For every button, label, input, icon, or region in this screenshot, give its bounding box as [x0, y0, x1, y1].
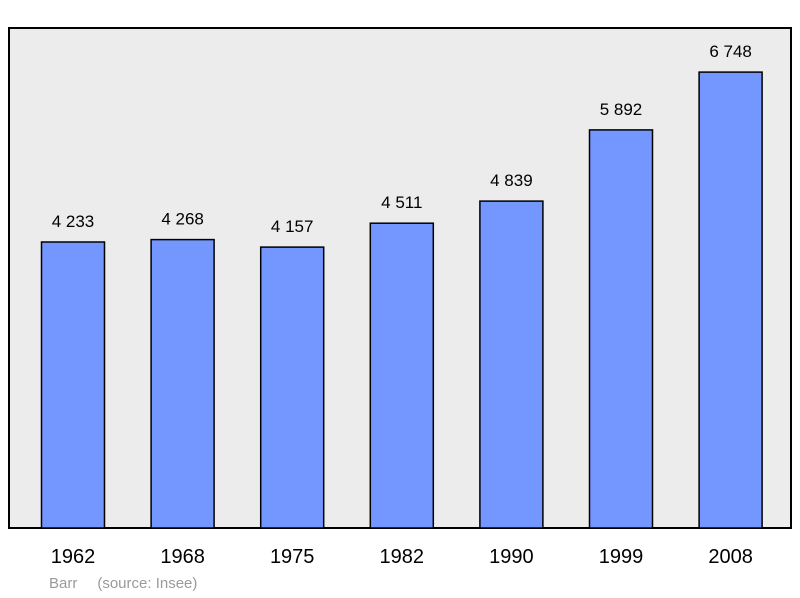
bar-1962: [40, 241, 106, 529]
x-tick-labels-group: 1962 1968 1975 1982 1990 1999 2008: [51, 546, 753, 568]
value-label-1990: 4 839: [490, 171, 533, 190]
bar-2008: [698, 71, 763, 529]
bar-1982: [369, 222, 435, 529]
value-label-1962: 4 233: [52, 212, 95, 231]
x-tick-label-1982: 1982: [380, 546, 425, 568]
chart-caption: Barr (source: Insee): [49, 575, 197, 592]
bars-group: [40, 71, 763, 529]
bar-1999: [588, 129, 654, 529]
bar-1975: [259, 246, 325, 529]
value-label-1999: 5 892: [600, 100, 643, 119]
caption-place: Barr: [49, 575, 78, 592]
x-tick-label-1962: 1962: [51, 546, 96, 568]
x-tick-label-1990: 1990: [489, 546, 534, 568]
bar-1990: [479, 200, 544, 529]
value-label-2008: 6 748: [709, 42, 752, 61]
x-tick-label-1968: 1968: [160, 546, 205, 568]
x-tick-label-1975: 1975: [270, 546, 315, 568]
value-label-1975: 4 157: [271, 217, 314, 236]
value-labels-group: 4 233 4 268 4 157 4 511 4 839 5 892 6 748: [52, 42, 752, 236]
value-label-1982: 4 511: [381, 193, 422, 212]
value-label-1968: 4 268: [161, 210, 204, 229]
x-tick-label-2008: 2008: [708, 546, 753, 568]
caption-source: (source: Insee): [97, 575, 198, 592]
x-tick-label-1999: 1999: [599, 546, 644, 568]
bar-1968: [150, 238, 215, 529]
